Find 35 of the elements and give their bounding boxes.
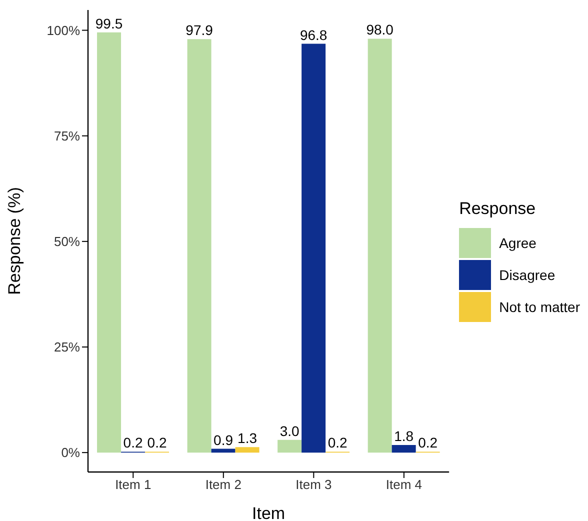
data-label: 97.9 [186,22,214,38]
data-label: 1.8 [394,428,414,444]
legend-title: Response [459,198,537,218]
y-tick-label: 75% [54,128,80,144]
bar [278,440,302,453]
data-label: 0.2 [123,434,143,451]
bar [97,32,122,453]
data-label: 99.5 [95,15,123,32]
y-tick-label: 25% [54,340,80,355]
legend-label: Agree [499,234,536,250]
data-label: 0.9 [214,432,234,448]
data-label: 0.2 [418,434,438,451]
y-axis-title: Response (%) [5,187,24,295]
x-tick-label: Item 2 [205,477,242,492]
legend-label: Disagree [499,266,556,282]
x-tick-label: Item 4 [386,477,422,492]
bar [211,448,236,453]
legend-label: Not to matter [499,298,580,314]
x-tick-label: Item 3 [296,477,332,492]
bar [392,444,416,453]
bar [302,44,326,453]
data-label: 98.0 [366,22,394,38]
x-tick-label: Item 1 [115,477,152,492]
bar [187,39,212,453]
y-tick-label: 100% [46,22,80,38]
y-tick-label: 0% [61,445,80,460]
bar [368,38,392,453]
data-label: 0.2 [328,434,348,451]
x-axis-title: Item [252,504,286,521]
data-label: 96.8 [300,26,328,43]
data-label: 3.0 [280,422,300,439]
bar [235,447,260,453]
data-label: 0.2 [147,434,167,451]
data-label: 1.3 [238,430,258,446]
y-tick-label: 50% [54,234,80,250]
